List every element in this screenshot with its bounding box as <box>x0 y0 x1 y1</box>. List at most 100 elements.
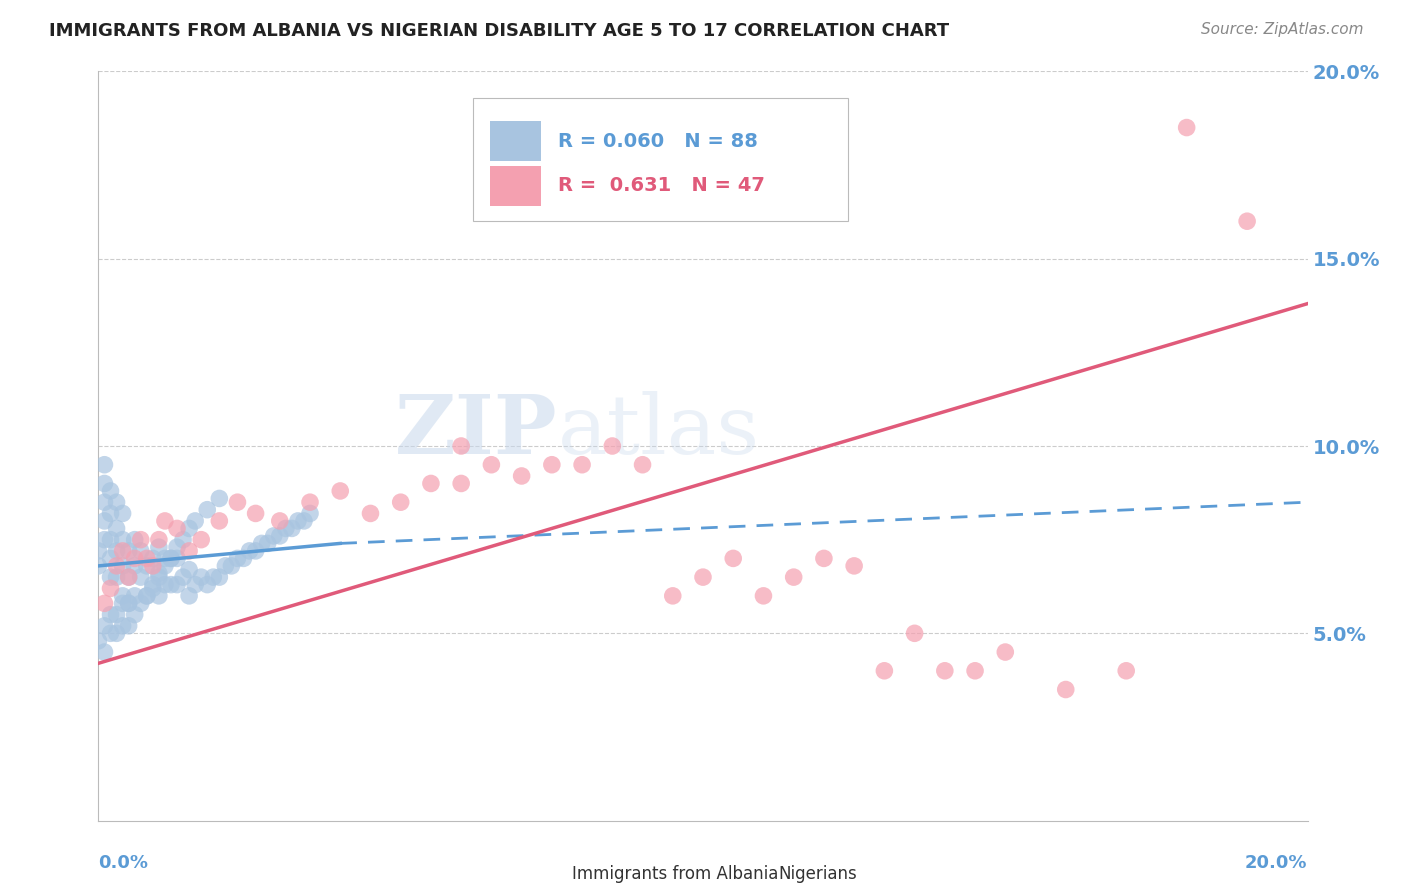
Point <box>142 551 165 566</box>
Point <box>93 533 115 547</box>
Point <box>1054 682 1077 697</box>
Point <box>179 589 201 603</box>
Point <box>148 589 170 603</box>
Point <box>124 607 146 622</box>
Point <box>124 589 146 603</box>
Point <box>118 544 141 558</box>
Point <box>100 551 122 566</box>
Point <box>269 514 291 528</box>
Point <box>256 536 278 550</box>
Point <box>208 514 231 528</box>
Point <box>631 458 654 472</box>
Point <box>299 507 322 521</box>
Point <box>142 577 165 591</box>
Point <box>135 558 157 573</box>
Text: IMMIGRANTS FROM ALBANIA VS NIGERIAN DISABILITY AGE 5 TO 17 CORRELATION CHART: IMMIGRANTS FROM ALBANIA VS NIGERIAN DISA… <box>49 22 949 40</box>
Point <box>450 439 472 453</box>
Text: Nigerians: Nigerians <box>778 865 856 883</box>
Point <box>142 582 165 596</box>
Point <box>214 558 236 573</box>
Point <box>287 514 309 528</box>
Point <box>281 521 304 535</box>
Point <box>389 495 412 509</box>
Point <box>124 533 146 547</box>
Point <box>752 589 775 603</box>
Point <box>87 544 110 558</box>
Point <box>100 533 122 547</box>
Point <box>813 551 835 566</box>
Point <box>994 645 1017 659</box>
Text: Immigrants from Albania: Immigrants from Albania <box>572 865 779 883</box>
Point <box>179 521 201 535</box>
Point <box>602 439 624 453</box>
Point <box>226 495 249 509</box>
FancyBboxPatch shape <box>730 856 773 891</box>
Point <box>129 570 152 584</box>
Point <box>105 544 128 558</box>
Point <box>873 664 896 678</box>
Text: 20.0%: 20.0% <box>1246 855 1308 872</box>
Point <box>166 521 188 535</box>
Point <box>1175 120 1198 135</box>
Text: Source: ZipAtlas.com: Source: ZipAtlas.com <box>1201 22 1364 37</box>
Point <box>783 570 806 584</box>
Point <box>263 529 285 543</box>
Point <box>111 558 134 573</box>
Point <box>111 589 134 603</box>
Point <box>124 551 146 566</box>
FancyBboxPatch shape <box>524 856 568 891</box>
Point <box>105 570 128 584</box>
Point <box>184 577 207 591</box>
Text: atlas: atlas <box>558 391 761 471</box>
Point <box>105 626 128 640</box>
Point <box>153 577 176 591</box>
Point <box>129 544 152 558</box>
Text: ZIP: ZIP <box>395 391 558 471</box>
Point <box>450 476 472 491</box>
Point <box>105 495 128 509</box>
Point <box>1236 214 1258 228</box>
Point <box>661 589 683 603</box>
FancyBboxPatch shape <box>491 120 541 161</box>
Point <box>142 558 165 573</box>
Point <box>129 533 152 547</box>
Point <box>118 596 141 610</box>
Point <box>100 507 122 521</box>
Point <box>179 544 201 558</box>
Point <box>269 529 291 543</box>
Point <box>148 570 170 584</box>
Point <box>420 476 443 491</box>
Point <box>93 514 115 528</box>
Point <box>148 533 170 547</box>
Point <box>87 558 110 573</box>
Point <box>202 570 225 584</box>
Point <box>118 596 141 610</box>
Point <box>360 507 382 521</box>
Point <box>93 619 115 633</box>
Point <box>100 582 122 596</box>
Point <box>172 533 194 547</box>
Point <box>239 544 262 558</box>
Text: R =  0.631   N = 47: R = 0.631 N = 47 <box>558 177 765 195</box>
Point <box>118 619 141 633</box>
Point <box>190 570 212 584</box>
Point <box>153 558 176 573</box>
Point <box>195 577 218 591</box>
Point <box>93 495 115 509</box>
Point <box>179 563 201 577</box>
Point <box>540 458 562 472</box>
Point <box>118 570 141 584</box>
Point <box>148 566 170 581</box>
Point <box>166 577 188 591</box>
Point <box>111 507 134 521</box>
Point <box>904 626 927 640</box>
Text: R = 0.060   N = 88: R = 0.060 N = 88 <box>558 131 758 151</box>
Point <box>87 633 110 648</box>
Point <box>934 664 956 678</box>
Point <box>208 570 231 584</box>
Point <box>221 558 243 573</box>
Point <box>100 570 122 584</box>
Point <box>160 551 183 566</box>
Point <box>195 502 218 516</box>
Point <box>100 607 122 622</box>
